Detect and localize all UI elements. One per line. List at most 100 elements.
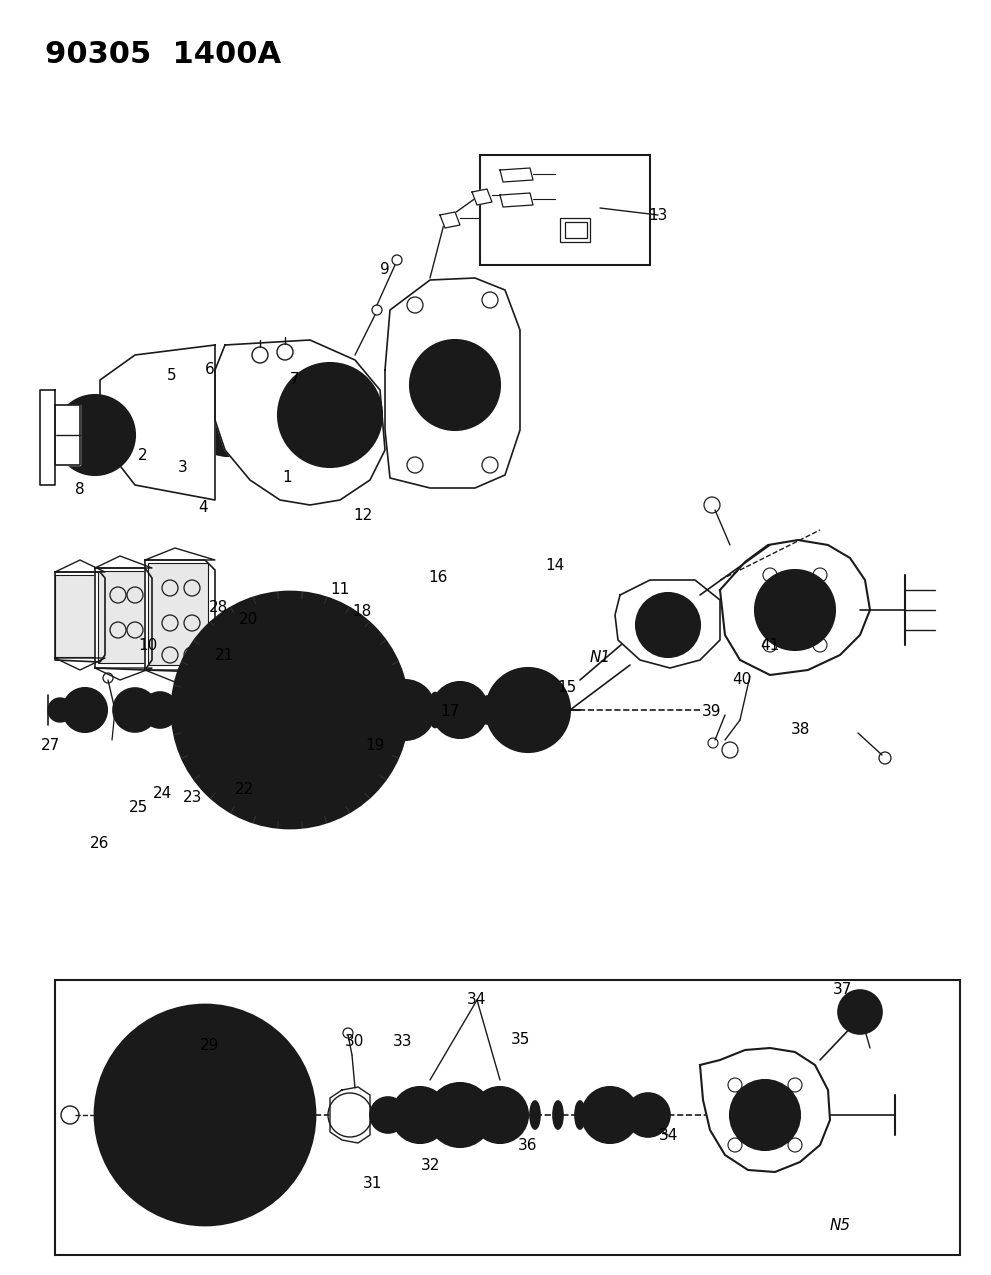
Text: 37: 37	[833, 983, 852, 997]
Circle shape	[172, 592, 408, 827]
Circle shape	[582, 1088, 638, 1142]
Text: 40: 40	[732, 672, 751, 687]
Circle shape	[317, 692, 327, 703]
Text: 35: 35	[510, 1033, 529, 1048]
Circle shape	[192, 692, 228, 728]
Circle shape	[295, 666, 385, 755]
Text: 34: 34	[658, 1127, 678, 1142]
Bar	[55, 980, 960, 1255]
Circle shape	[370, 1096, 406, 1133]
Text: 17: 17	[440, 705, 460, 719]
Polygon shape	[330, 1088, 370, 1142]
Circle shape	[432, 682, 488, 738]
Circle shape	[152, 1074, 169, 1091]
Polygon shape	[145, 560, 215, 672]
Ellipse shape	[429, 692, 441, 728]
Text: 34: 34	[468, 992, 487, 1007]
Circle shape	[410, 340, 500, 430]
Circle shape	[342, 725, 352, 736]
Circle shape	[225, 358, 309, 442]
Circle shape	[281, 632, 299, 652]
Circle shape	[192, 393, 222, 423]
Polygon shape	[385, 278, 520, 488]
Circle shape	[48, 697, 72, 722]
Ellipse shape	[575, 1102, 585, 1128]
Polygon shape	[500, 168, 533, 182]
Circle shape	[171, 696, 199, 724]
Circle shape	[63, 688, 107, 732]
Text: 25: 25	[129, 801, 148, 816]
Text: N1: N1	[590, 650, 610, 666]
Text: 27: 27	[41, 737, 59, 752]
Circle shape	[170, 1080, 240, 1150]
Text: 6: 6	[205, 362, 215, 377]
Text: 3: 3	[178, 459, 188, 474]
Ellipse shape	[530, 1102, 540, 1128]
Text: 8: 8	[75, 482, 85, 497]
Text: 33: 33	[393, 1034, 412, 1049]
Text: 28: 28	[208, 601, 228, 616]
Circle shape	[755, 570, 835, 650]
Circle shape	[222, 667, 240, 685]
Circle shape	[213, 1053, 231, 1072]
Bar	[98, 571, 146, 663]
Polygon shape	[472, 189, 492, 205]
Text: 41: 41	[760, 638, 780, 653]
Circle shape	[113, 688, 157, 732]
Circle shape	[340, 734, 358, 754]
Circle shape	[636, 593, 700, 657]
Text: 15: 15	[557, 681, 577, 695]
Text: 32: 32	[420, 1158, 440, 1173]
Text: 20: 20	[239, 612, 258, 627]
Circle shape	[342, 685, 352, 694]
Text: 14: 14	[545, 557, 565, 572]
Text: 21: 21	[215, 648, 235, 663]
Circle shape	[213, 1158, 231, 1177]
Text: 10: 10	[139, 638, 158, 653]
Text: 7: 7	[290, 372, 300, 388]
Circle shape	[278, 363, 382, 467]
Circle shape	[357, 705, 367, 715]
Text: N5: N5	[829, 1218, 850, 1233]
Polygon shape	[720, 541, 870, 674]
Circle shape	[838, 989, 882, 1034]
Polygon shape	[95, 567, 152, 669]
Circle shape	[317, 718, 327, 728]
Text: 39: 39	[703, 705, 721, 719]
Circle shape	[152, 1139, 169, 1156]
Circle shape	[251, 1105, 269, 1125]
Circle shape	[626, 1093, 670, 1137]
Circle shape	[190, 380, 266, 456]
Polygon shape	[500, 193, 533, 207]
Text: 22: 22	[236, 783, 255, 797]
Circle shape	[428, 1082, 492, 1148]
Bar	[55, 575, 100, 657]
Circle shape	[242, 662, 338, 759]
Text: 19: 19	[366, 737, 385, 752]
Polygon shape	[440, 212, 460, 228]
Ellipse shape	[553, 1102, 563, 1128]
Text: 26: 26	[90, 835, 110, 850]
Text: 1: 1	[282, 470, 291, 486]
Ellipse shape	[482, 696, 492, 724]
Circle shape	[472, 1088, 528, 1142]
Text: 24: 24	[154, 785, 172, 801]
Polygon shape	[215, 340, 385, 505]
Polygon shape	[40, 390, 55, 484]
Circle shape	[95, 1005, 315, 1225]
Text: 2: 2	[138, 448, 148, 463]
Text: 9: 9	[381, 263, 389, 278]
Text: 38: 38	[790, 723, 810, 737]
Bar	[480, 156, 650, 265]
Text: 16: 16	[428, 570, 448, 584]
Polygon shape	[55, 405, 80, 465]
Circle shape	[486, 668, 570, 752]
Text: 5: 5	[167, 367, 176, 382]
Bar	[148, 564, 208, 666]
Text: 90305  1400A: 90305 1400A	[45, 40, 281, 69]
Circle shape	[55, 395, 135, 476]
Text: 30: 30	[345, 1034, 365, 1049]
Circle shape	[730, 1080, 800, 1150]
Circle shape	[222, 734, 240, 754]
Circle shape	[142, 692, 178, 728]
